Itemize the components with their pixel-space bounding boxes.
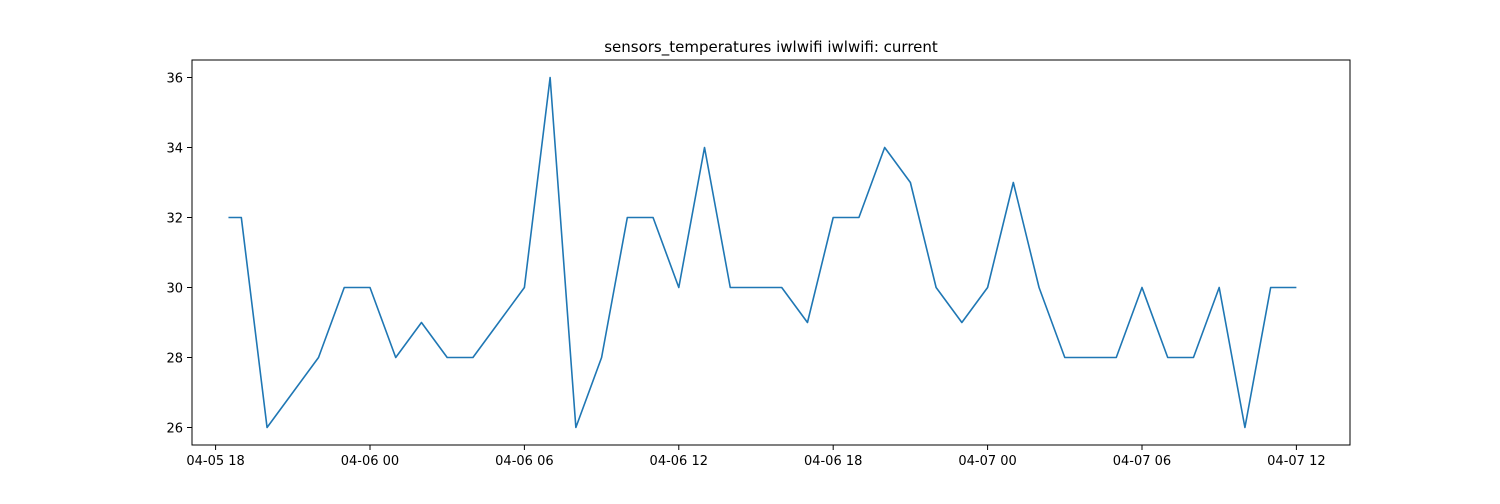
x-tick-label: 04-07 00 — [958, 454, 1016, 469]
y-tick-label: 30 — [166, 282, 183, 297]
x-tick-label: 04-06 18 — [804, 454, 862, 469]
y-tick-label: 28 — [166, 352, 183, 367]
axis-ticks: 26 28 30 32 34 36 04-05 18 04-06 00 04-06 06 04-0… — [166, 72, 1325, 470]
series-layer — [228, 76, 1297, 429]
x-tick-label: 04-07 12 — [1267, 454, 1325, 469]
plot-area-frame — [191, 59, 1351, 446]
series-line — [228, 76, 1297, 429]
x-tick-label: 04-06 12 — [650, 454, 708, 469]
x-tick-label: 04-07 06 — [1113, 454, 1171, 469]
y-tick-label: 36 — [166, 72, 183, 87]
x-tick-label: 04-05 18 — [186, 454, 244, 469]
x-tick-label: 04-06 00 — [341, 454, 399, 469]
y-tick-label: 32 — [166, 212, 183, 227]
y-tick-label: 34 — [166, 142, 183, 157]
y-tick-label: 26 — [166, 422, 183, 437]
x-tick-label: 04-06 06 — [495, 454, 553, 469]
chart-title: sensors_temperatures iwlwifi iwlwifi: cu… — [604, 38, 938, 57]
